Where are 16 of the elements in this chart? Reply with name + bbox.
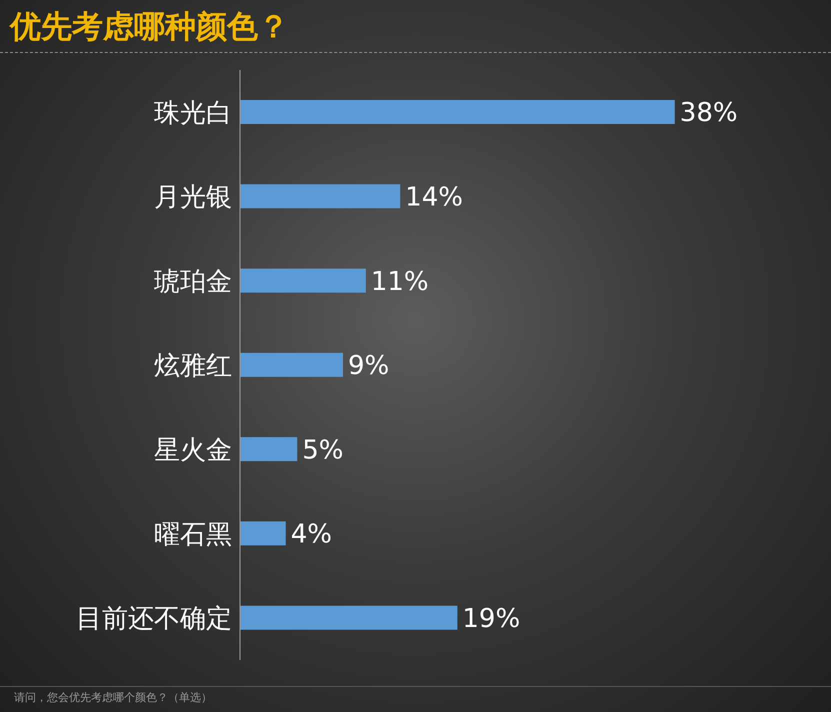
data-label: 11% [370,266,429,297]
chart-title: 优先考虑哪种颜色？ [10,8,289,47]
y-tick-label: 炫雅红 [154,351,232,382]
data-label: 9% [348,351,390,382]
y-tick-label: 曜石黑 [154,520,232,550]
y-tick-label: 星火金 [154,436,232,466]
y-tick-label: 目前还不确定 [76,604,232,634]
text: 请问，您会优先考虑哪个颜色？（单选） [14,690,212,705]
data-label: 5% [302,435,344,466]
data-label: 19% [462,604,520,634]
data-label: 14% [405,182,463,213]
y-tick-label: 月光银 [154,182,232,213]
data-label: 4% [290,520,332,550]
y-tick-label: 琥珀金 [154,266,232,297]
data-label: 38% [680,98,738,128]
y-tick-label: 珠光白 [154,98,232,128]
